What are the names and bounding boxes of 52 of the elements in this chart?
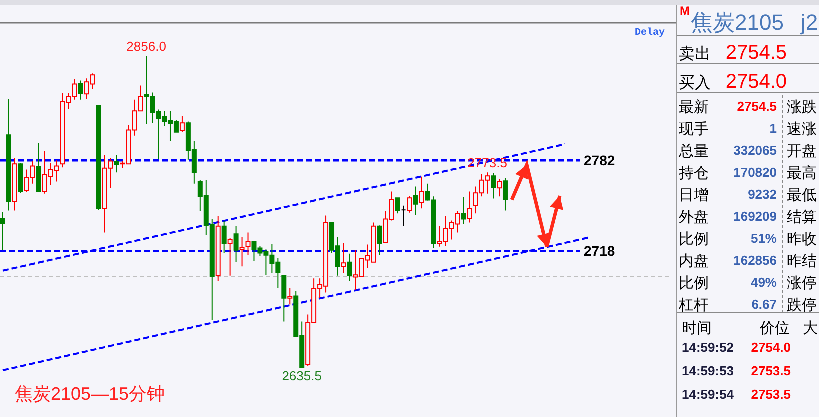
text: 169209 [734, 209, 777, 224]
text: Delay [634, 27, 665, 39]
text: 大 [803, 320, 818, 337]
text: 杠杆 [678, 297, 709, 314]
text: 涨停 [787, 275, 817, 292]
text: 时间 [682, 320, 712, 337]
text: 买入 [679, 74, 711, 92]
text: 14:59:54 [682, 387, 735, 402]
text: 比例 [679, 275, 709, 292]
text: 最高 [787, 165, 817, 182]
text: 6.67 [752, 297, 777, 312]
text: 最低 [787, 187, 817, 204]
text: 14:59:52 [682, 340, 734, 355]
text: 昨收 [787, 231, 817, 248]
text: 332065 [734, 143, 777, 158]
text: 结算 [787, 209, 817, 226]
annotation: 2856.0 [126, 39, 166, 54]
ref-line-label: 2782 [584, 152, 616, 169]
text: 日增 [679, 187, 709, 204]
text: M [680, 4, 690, 18]
text: 价位 [759, 320, 790, 337]
text: 2754.5 [726, 42, 787, 64]
ref-line-label: 2718 [584, 243, 616, 260]
annotation: 2635.5 [282, 368, 322, 384]
text: 持仓 [679, 165, 709, 182]
text: 9232 [748, 187, 777, 202]
text: 2754.0 [726, 71, 787, 93]
text: 2754.5 [737, 99, 777, 114]
text: 涨跌 [787, 99, 817, 116]
text: 总量 [678, 143, 709, 160]
text: 焦炭2105 [691, 10, 784, 35]
text: 现手 [679, 121, 709, 138]
text: 2753.5 [751, 387, 791, 402]
text: 速涨 [787, 121, 817, 138]
text: 51% [750, 231, 778, 246]
text: 比例 [679, 231, 709, 248]
text: 卖出 [679, 45, 711, 63]
text: 2753.5 [751, 364, 791, 378]
text: 14:59:53 [682, 364, 734, 378]
text: 焦炭2105—15分钟 [15, 384, 166, 404]
text: 2754.0 [751, 340, 791, 355]
text: 49% [750, 275, 778, 290]
text: 内盘 [679, 253, 709, 270]
text: 162856 [734, 253, 777, 268]
text: 跌停 [787, 297, 817, 314]
text: 开盘 [787, 143, 817, 160]
text: 外盘 [679, 209, 709, 226]
text: 最新 [679, 99, 709, 116]
text: 170820 [734, 165, 777, 180]
text: j2 [800, 10, 818, 35]
text: 昨结 [787, 253, 817, 270]
text: 1 [770, 121, 777, 136]
